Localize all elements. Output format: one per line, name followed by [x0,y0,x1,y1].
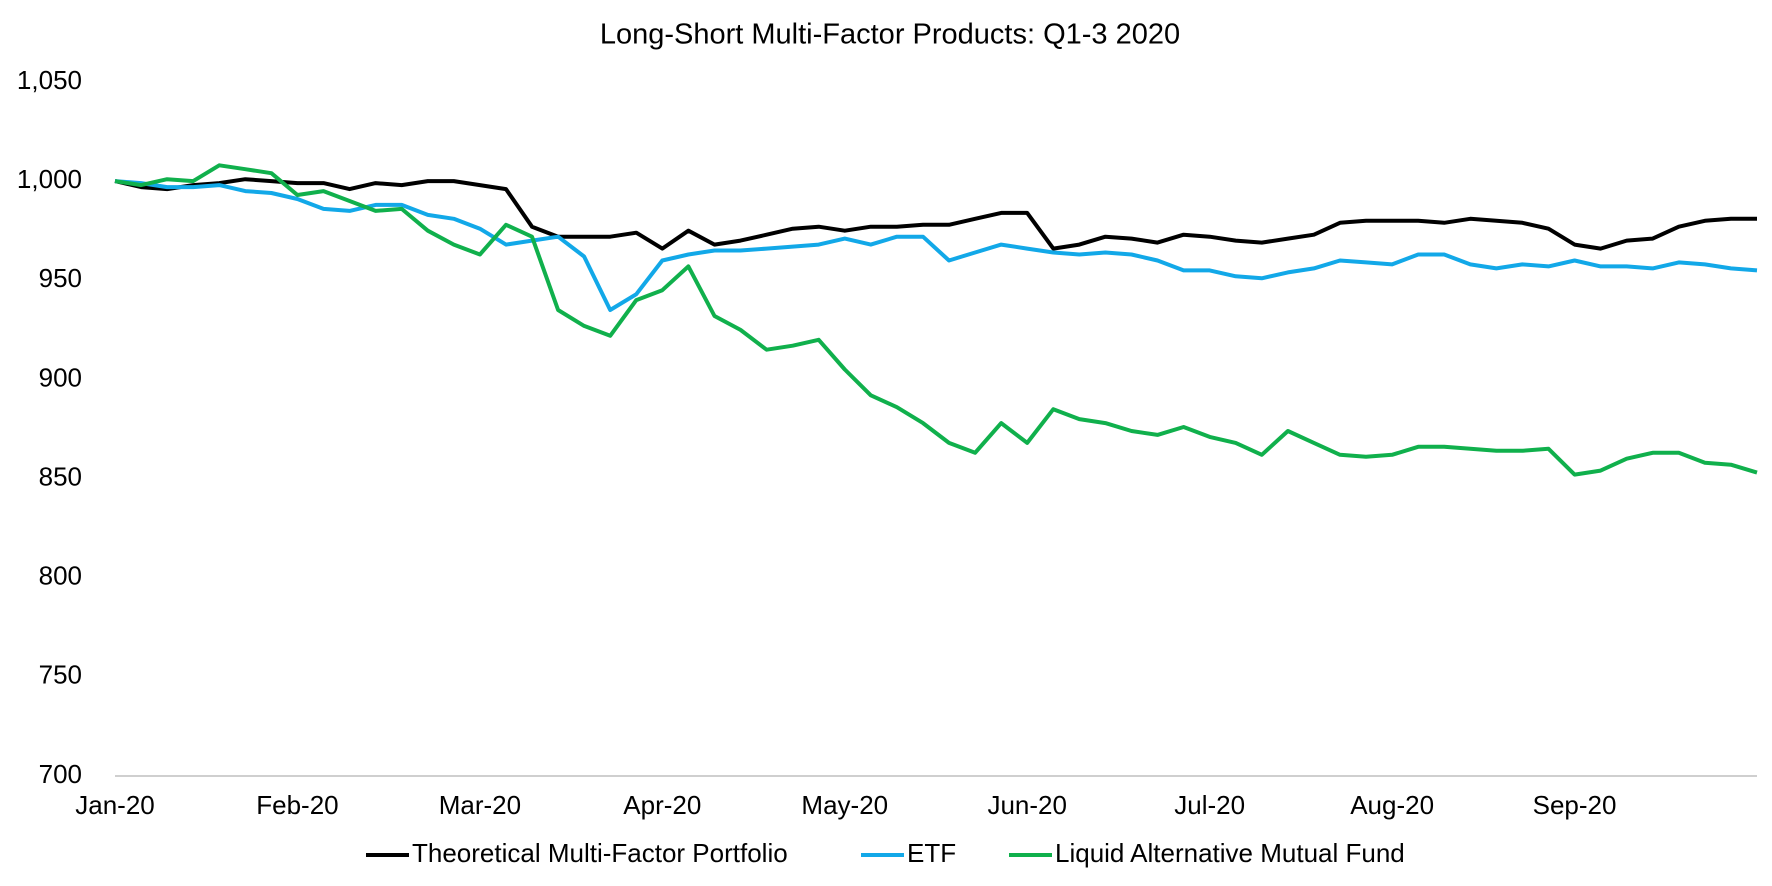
series-line [114,163,1758,477]
x-tick-label: Jun-20 [987,790,1067,820]
x-tick-label: Aug-20 [1350,790,1434,820]
y-tick-label: 850 [39,461,82,491]
y-tick-label: 800 [39,561,82,591]
series-line [114,177,1757,251]
x-tick-label: Jul-20 [1174,790,1245,820]
y-tick-label: 900 [39,362,82,392]
x-tick-label: May-20 [801,790,888,820]
x-tick-label: Sep-20 [1533,790,1617,820]
legend-label: ETF [907,838,956,868]
series-line [114,179,1758,312]
y-tick-label: 700 [39,759,82,789]
y-tick-label: 750 [39,660,82,690]
legend-label: Theoretical Multi-Factor Portfolio [412,838,788,868]
x-tick-label: Feb-20 [256,790,338,820]
x-tick-label: Apr-20 [623,790,701,820]
legend-label: Liquid Alternative Mutual Fund [1055,838,1405,868]
x-tick-label: Jan-20 [75,790,155,820]
y-tick-label: 1,000 [17,164,82,194]
y-tick-label: 1,050 [17,65,82,95]
y-tick-label: 950 [39,263,82,293]
x-tick-label: Mar-20 [439,790,521,820]
chart-title: Long-Short Multi-Factor Products: Q1-3 2… [600,19,1180,51]
